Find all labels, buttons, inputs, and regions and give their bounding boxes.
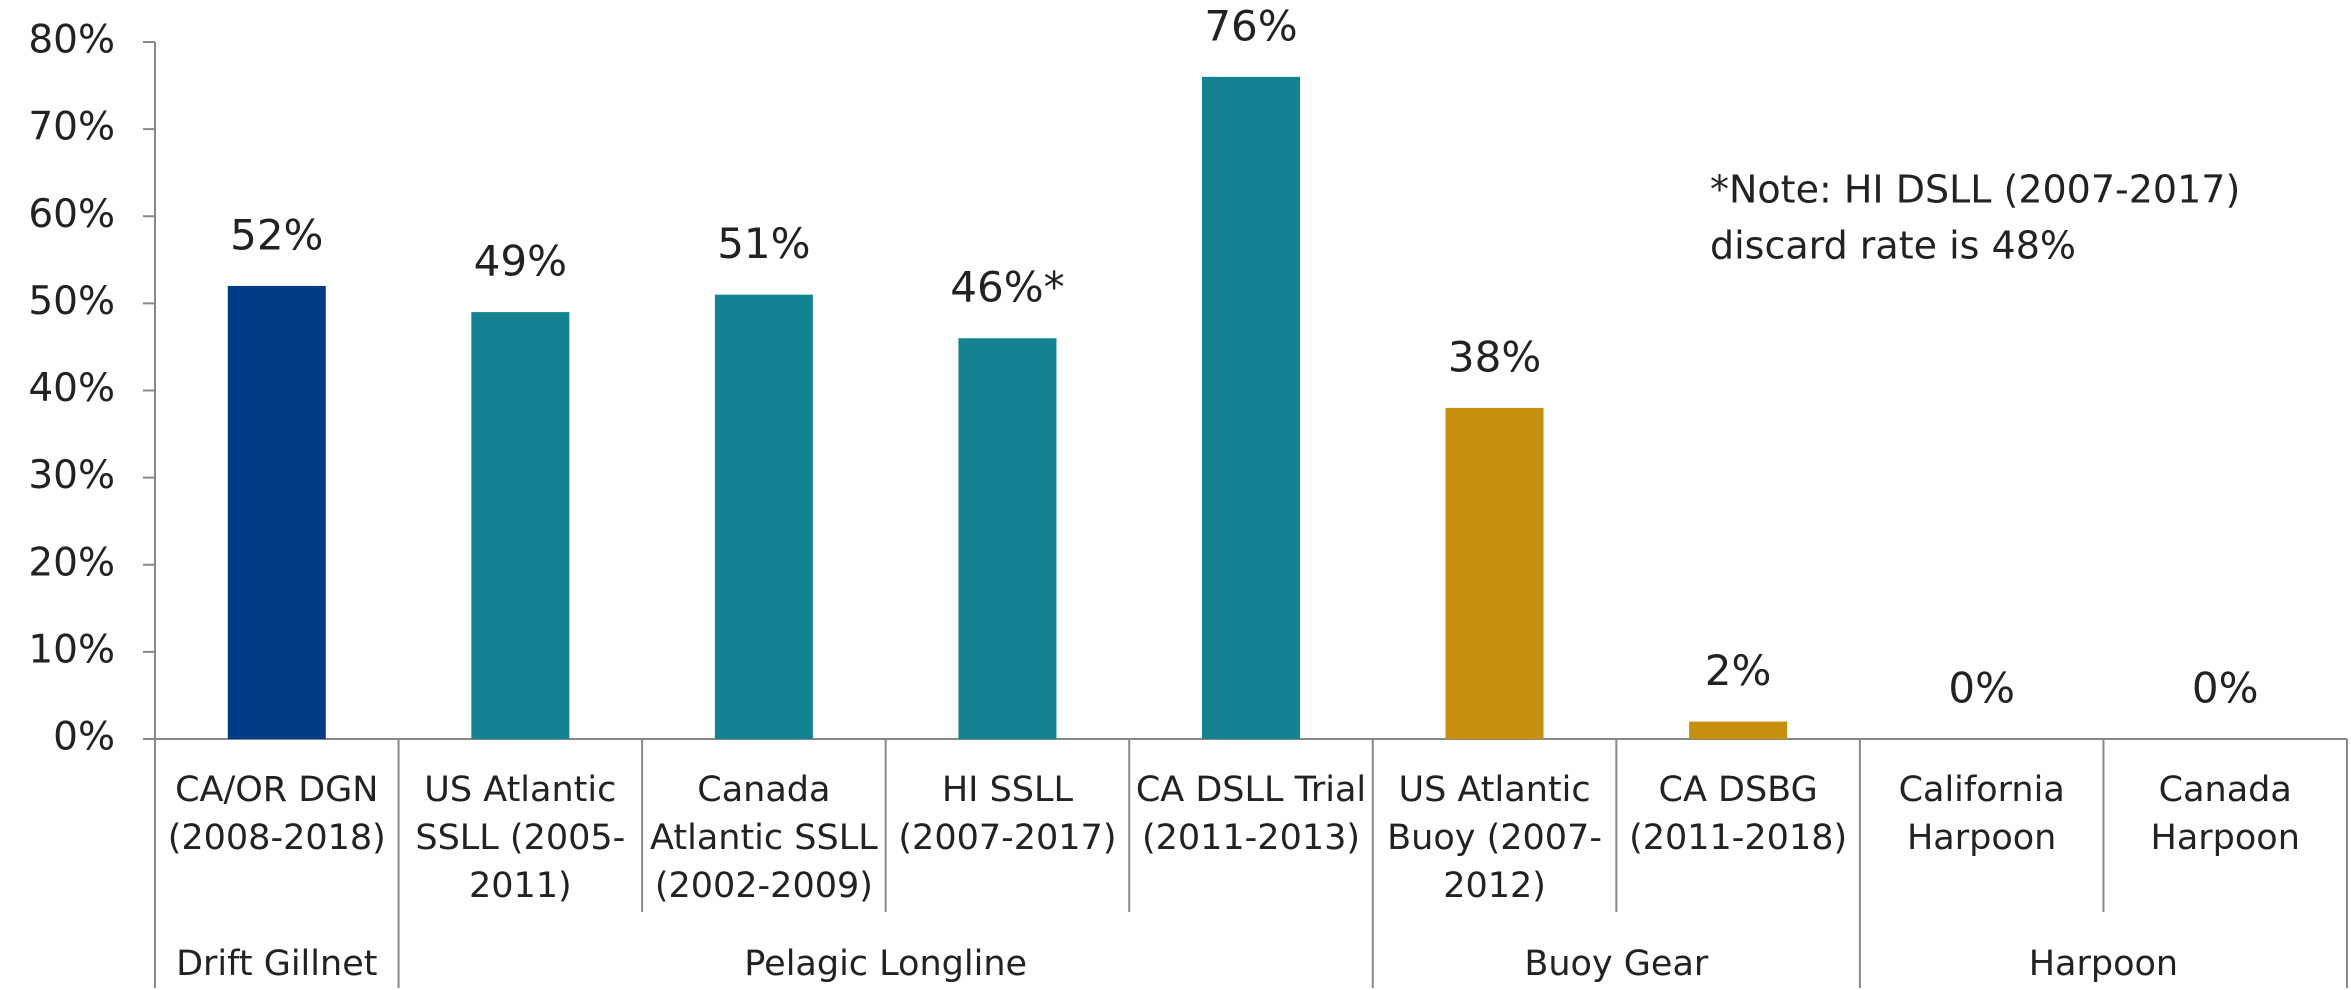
x-tick-label: Atlantic SSLL bbox=[650, 818, 878, 858]
x-tick-label: 2012) bbox=[1443, 866, 1546, 906]
y-tick-label: 80% bbox=[28, 18, 115, 63]
value-label: 51% bbox=[717, 219, 810, 268]
x-tick-label: California bbox=[1899, 770, 2065, 810]
annotation: *Note: HI DSLL (2007-2017) bbox=[1710, 168, 2240, 212]
x-tick-label: (2011-2013) bbox=[1142, 818, 1360, 858]
x-tick-label: Canada bbox=[697, 770, 830, 810]
x-tick-label: SSLL (2005- bbox=[415, 818, 625, 858]
value-label: 49% bbox=[474, 237, 567, 286]
y-tick-label: 60% bbox=[28, 192, 115, 237]
x-tick-label: Buoy (2007- bbox=[1387, 818, 1602, 858]
bar bbox=[1689, 721, 1788, 739]
x-tick-label: Harpoon bbox=[2151, 818, 2300, 858]
y-tick-label: 20% bbox=[28, 540, 115, 585]
group-label: Pelagic Longline bbox=[744, 944, 1027, 984]
bar bbox=[1202, 76, 1300, 740]
x-tick-label: Harpoon bbox=[1907, 818, 2056, 858]
y-tick-label: 50% bbox=[28, 279, 115, 324]
bar bbox=[1445, 407, 1544, 739]
value-label: 38% bbox=[1448, 332, 1541, 381]
x-tick-label: (2002-2009) bbox=[655, 866, 873, 906]
x-tick-label: CA DSBG bbox=[1659, 770, 1818, 810]
value-label: 46%* bbox=[950, 263, 1064, 312]
x-tick-label: (2011-2018) bbox=[1629, 818, 1847, 858]
bar bbox=[714, 294, 813, 739]
group-label: Drift Gillnet bbox=[176, 944, 377, 984]
value-label: 0% bbox=[1948, 664, 2015, 713]
x-tick-label: CA DSLL Trial bbox=[1136, 770, 1366, 810]
y-tick-label: 70% bbox=[28, 105, 115, 150]
value-label: 76% bbox=[1204, 1, 1297, 50]
y-tick-label: 0% bbox=[53, 715, 115, 760]
group-label: Harpoon bbox=[2029, 944, 2178, 984]
y-tick-label: 10% bbox=[28, 627, 115, 672]
y-tick-label: 40% bbox=[28, 366, 115, 411]
x-tick-label: US Atlantic bbox=[1399, 770, 1591, 810]
x-tick-label: HI SSLL bbox=[942, 770, 1074, 810]
annotation: discard rate is 48% bbox=[1710, 224, 2076, 268]
x-tick-label: CA/OR DGN bbox=[175, 770, 378, 810]
group-label: Buoy Gear bbox=[1524, 944, 1709, 984]
x-tick-label: (2007-2017) bbox=[898, 818, 1116, 858]
bar bbox=[227, 285, 326, 739]
y-tick-label: 30% bbox=[28, 453, 115, 498]
x-tick-label: Canada bbox=[2159, 770, 2292, 810]
value-label: 0% bbox=[2192, 664, 2259, 713]
x-tick-label: (2008-2018) bbox=[168, 818, 386, 858]
value-label: 52% bbox=[230, 210, 323, 259]
bar bbox=[958, 338, 1057, 739]
value-label: 2% bbox=[1705, 646, 1772, 695]
bar bbox=[471, 312, 570, 739]
x-tick-label: US Atlantic bbox=[424, 770, 616, 810]
x-tick-label: 2011) bbox=[469, 866, 572, 906]
